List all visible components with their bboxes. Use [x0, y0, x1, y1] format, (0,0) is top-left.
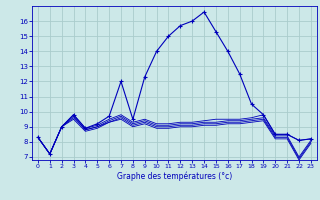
X-axis label: Graphe des températures (°c): Graphe des températures (°c): [117, 172, 232, 181]
